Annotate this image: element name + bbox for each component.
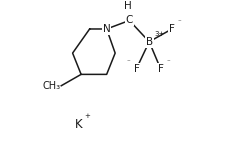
- Text: ⁻: ⁻: [177, 19, 181, 25]
- Text: CH₃: CH₃: [42, 81, 61, 91]
- Text: ⁻: ⁻: [166, 59, 170, 65]
- Text: F: F: [134, 64, 139, 74]
- Text: F: F: [158, 64, 164, 74]
- Text: ⁻: ⁻: [126, 59, 130, 65]
- Text: N: N: [103, 24, 110, 34]
- Text: F: F: [169, 24, 175, 34]
- Text: K: K: [75, 118, 82, 131]
- Text: 3+: 3+: [155, 32, 165, 38]
- Text: B: B: [146, 37, 153, 47]
- Text: +: +: [85, 113, 91, 119]
- Text: C: C: [126, 15, 133, 25]
- Text: H: H: [124, 1, 132, 11]
